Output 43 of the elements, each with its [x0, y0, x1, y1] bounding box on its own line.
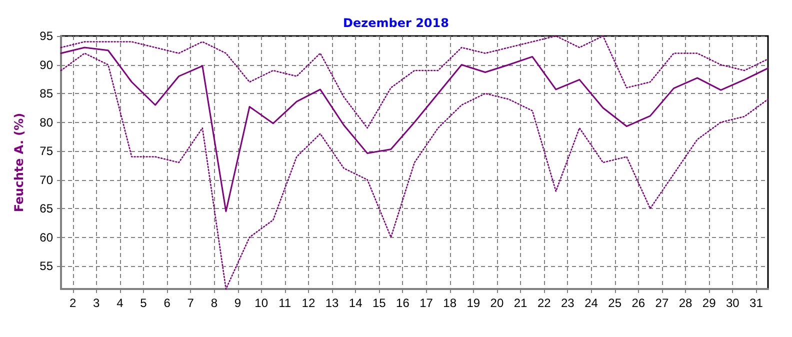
x-tick-label: 13: [325, 296, 340, 310]
y-tick-label: 60: [40, 230, 54, 244]
x-tick-label: 7: [187, 296, 194, 310]
x-tick-label: 25: [608, 296, 622, 310]
y-axis-title: Feuchte A. (%): [12, 112, 26, 212]
x-tick-label: 19: [466, 296, 480, 310]
x-tick-label: 8: [210, 296, 218, 310]
x-tick-label: 9: [234, 296, 242, 310]
x-tick-label: 28: [678, 296, 693, 310]
x-tick-label: 16: [396, 296, 410, 310]
x-tick-label: 31: [750, 296, 764, 310]
x-tick-label: 6: [164, 296, 171, 310]
x-tick-label: 20: [490, 296, 504, 310]
line-series: [60, 46, 769, 212]
x-tick-label: 4: [116, 296, 124, 310]
y-tick-label: 90: [40, 58, 54, 72]
x-tick-label: 10: [254, 296, 268, 310]
y-tick-label: 85: [40, 86, 54, 100]
x-tick-label: 11: [278, 296, 292, 310]
y-tick-label: 80: [40, 115, 54, 130]
x-tick-label: 14: [348, 296, 363, 310]
x-tick-label: 21: [514, 296, 528, 310]
x-tick-label: 5: [140, 296, 148, 310]
x-tick-label: 29: [702, 296, 716, 310]
x-tick-label: 17: [420, 296, 434, 310]
x-tick-label: 12: [302, 296, 316, 310]
x-tick-label: 3: [93, 296, 100, 310]
x-tick-label: 26: [632, 296, 646, 310]
line-series: [60, 35, 769, 129]
x-tick-label: 30: [726, 296, 740, 310]
x-tick-label: 24: [584, 296, 598, 310]
x-tick-label: 15: [372, 296, 386, 310]
y-tick-label: 55: [40, 259, 54, 273]
y-tick-label: 65: [40, 202, 54, 216]
x-tick-label: 27: [655, 296, 669, 310]
x-tick-label: 2: [69, 296, 76, 310]
x-tick-label: 23: [561, 296, 575, 310]
x-tick-label: 22: [537, 296, 552, 310]
x-tick-label: 18: [443, 296, 457, 310]
y-tick-label: 75: [40, 144, 54, 158]
y-tick-label: 70: [40, 172, 54, 187]
chart-title: Dezember 2018: [343, 16, 449, 30]
y-tick-label: 95: [40, 29, 54, 43]
